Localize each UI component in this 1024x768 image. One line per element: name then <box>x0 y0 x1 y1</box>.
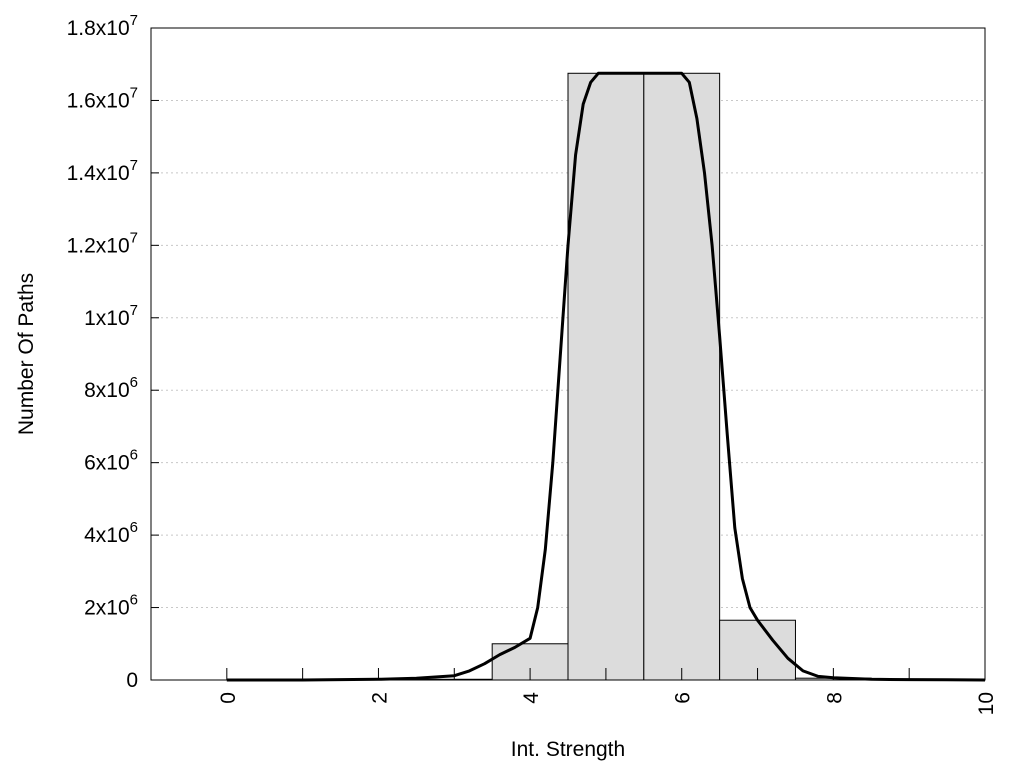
y-tick-label: 6x106 <box>84 447 138 475</box>
bars <box>415 72 872 681</box>
x-tick-label: 10 <box>975 692 998 715</box>
x-tick-label: 6 <box>672 692 695 704</box>
y-tick-label: 1.4x107 <box>67 157 138 185</box>
y-tick-label: 8x106 <box>84 374 138 402</box>
y-tick-label: 1x107 <box>84 302 138 330</box>
y-tick-label: 1.8x107 <box>67 12 138 40</box>
x-tick-label: 8 <box>823 692 846 704</box>
histogram-bar <box>567 72 645 681</box>
x-tick-label: 4 <box>520 692 543 704</box>
y-tick-label: 1.2x107 <box>67 229 138 257</box>
plot-frame <box>150 27 986 681</box>
x-tick-label: 0 <box>217 692 240 704</box>
x-tick-label: 2 <box>368 692 391 704</box>
x-axis-title: Int. Strength <box>511 738 625 761</box>
y-tick-label: 4x106 <box>84 519 138 547</box>
y-tick-label: 0 <box>126 669 138 692</box>
y-tick-label: 1.6x107 <box>67 84 138 112</box>
x-axis-ticks: 0 2 4 6 8 10 <box>217 668 998 715</box>
fit-curve-line <box>226 71 986 682</box>
histogram-bar <box>643 72 721 681</box>
fit-curve <box>226 71 986 682</box>
y-axis-title: Number Of Paths <box>15 273 38 435</box>
y-axis-ticks: 0 2x106 4x106 6x106 8x106 1x107 1.2x107 1.4x107… <box>67 12 159 692</box>
y-tick-label: 2x106 <box>84 592 138 620</box>
